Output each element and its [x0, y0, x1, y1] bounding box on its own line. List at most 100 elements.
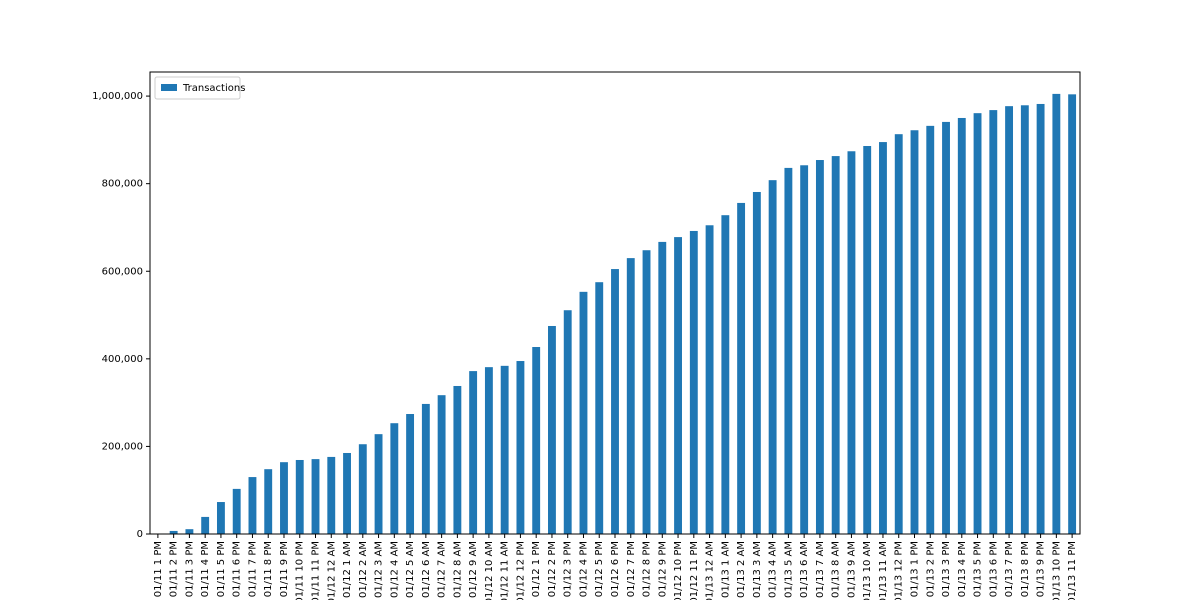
bar	[358, 444, 367, 534]
x-tick-label: 01/13 9 PM	[1036, 541, 1047, 597]
x-tick-label: 01/11 1 PM	[153, 541, 164, 597]
x-tick-label: 01/13 7 PM	[1004, 541, 1015, 597]
bar	[815, 160, 824, 534]
bar	[611, 269, 619, 534]
bar	[484, 367, 493, 534]
bar	[232, 488, 241, 534]
bar	[343, 452, 351, 534]
bar	[1052, 93, 1061, 534]
x-tick-label: 01/13 1 PM	[909, 541, 920, 597]
bar	[800, 165, 809, 535]
bar	[421, 403, 430, 534]
x-tick-label: 01/13 2 AM	[736, 541, 747, 598]
bar	[957, 117, 966, 534]
x-tick-label: 01/13 10 AM	[862, 541, 873, 600]
x-tick-label: 01/13 8 PM	[1020, 541, 1031, 597]
bar	[942, 121, 950, 534]
legend-label: Transactions	[182, 83, 245, 94]
x-tick-label: 01/12 9 PM	[657, 541, 668, 597]
bar	[721, 215, 730, 534]
bar	[248, 477, 257, 534]
x-tick-label: 01/12 1 AM	[342, 541, 353, 598]
x-tick-label: 01/11 4 PM	[200, 541, 211, 597]
bar	[311, 459, 320, 534]
bar	[863, 146, 872, 535]
bar	[264, 469, 273, 534]
x-tick-label: 01/13 3 PM	[941, 541, 952, 597]
bar	[595, 282, 604, 534]
bar	[626, 258, 635, 534]
x-tick-label: 01/13 5 AM	[783, 541, 794, 598]
legend-frame	[154, 76, 241, 100]
x-tick-label: 01/13 11 PM	[1067, 541, 1078, 600]
bar	[563, 310, 572, 534]
x-tick-label: 01/11 2 PM	[169, 541, 180, 597]
x-tick-label: 01/12 6 PM	[610, 541, 621, 597]
x-tick-label: 01/13 12 PM	[894, 541, 905, 600]
x-tick-label: 01/13 2 PM	[925, 541, 936, 597]
x-tick-label: 01/13 12 AM	[705, 541, 716, 600]
bar	[201, 516, 210, 534]
x-tick-label: 01/13 6 AM	[799, 541, 810, 598]
x-tick-label: 01/13 11 AM	[878, 541, 889, 600]
plot-frame	[149, 71, 1081, 535]
y-tick-label: 400,000	[102, 354, 143, 365]
x-tick-label: 01/11 10 PM	[295, 541, 306, 600]
x-tick-label: 01/12 5 AM	[405, 541, 416, 598]
bar	[973, 113, 982, 535]
x-tick-label: 01/12 7 PM	[626, 541, 637, 597]
x-tick-label: 01/12 7 AM	[437, 541, 448, 598]
x-tick-label: 01/13 9 AM	[846, 541, 857, 598]
x-tick-label: 01/11 11 PM	[311, 541, 322, 600]
x-tick-label: 01/13 5 PM	[973, 541, 984, 597]
bar	[216, 502, 225, 534]
bar	[579, 291, 588, 534]
bar	[500, 365, 509, 534]
bar	[469, 371, 478, 534]
y-tick-label: 800,000	[102, 179, 143, 190]
bar	[327, 456, 336, 534]
bar	[437, 395, 446, 534]
bar	[1068, 94, 1077, 534]
y-tick-label: 0	[137, 529, 143, 540]
bar	[406, 414, 415, 534]
x-tick-label: 01/11 6 PM	[232, 541, 243, 597]
x-tick-label: 01/12 5 PM	[594, 541, 605, 597]
bar	[295, 459, 304, 534]
bar	[752, 191, 761, 534]
bar	[169, 530, 178, 534]
bar	[879, 142, 887, 534]
x-tick-label: 01/12 8 PM	[642, 541, 653, 597]
bar	[737, 202, 746, 534]
bar	[658, 241, 667, 535]
y-tick-label: 200,000	[102, 441, 143, 452]
y-tick-label: 600,000	[102, 266, 143, 277]
x-tick-label: 01/13 8 AM	[831, 541, 842, 598]
bar	[453, 385, 462, 534]
x-tick-label: 01/11 8 PM	[263, 541, 274, 597]
bar	[989, 110, 998, 535]
bar	[1036, 103, 1045, 534]
bar	[532, 347, 541, 534]
x-tick-label: 01/12 11 PM	[689, 541, 700, 600]
bar	[784, 167, 793, 534]
bar	[390, 423, 399, 534]
x-tick-label: 01/11 5 PM	[216, 541, 227, 597]
bar	[926, 125, 935, 534]
bar	[705, 225, 714, 534]
x-tick-label: 01/12 2 AM	[358, 541, 369, 598]
legend-swatch	[161, 84, 177, 91]
y-tick-label: 1,000,000	[92, 91, 143, 102]
bar	[768, 180, 777, 535]
x-tick-label: 01/12 12 PM	[515, 541, 526, 600]
bar	[642, 250, 651, 535]
x-tick-label: 01/13 10 PM	[1051, 541, 1062, 600]
bar	[185, 529, 194, 534]
bar	[280, 462, 288, 534]
x-tick-label: 01/12 10 PM	[673, 541, 684, 600]
bar	[374, 434, 383, 534]
x-tick-label: 01/11 3 PM	[184, 541, 195, 597]
bar	[894, 134, 903, 534]
x-tick-label: 01/13 3 AM	[752, 541, 763, 598]
